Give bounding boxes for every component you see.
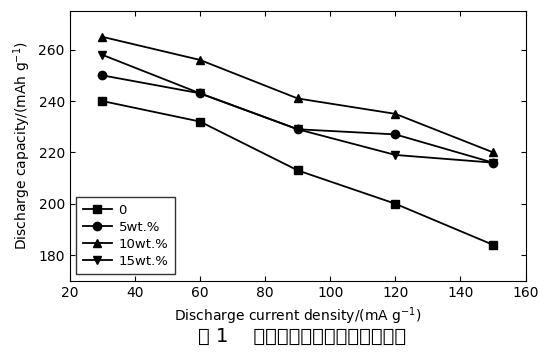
5wt.% [392,132,399,136]
10wt.% [294,96,301,100]
15wt.% [196,91,203,95]
Line: 15wt.%: 15wt.% [98,51,497,167]
Y-axis label: Discharge capacity/(mAh g$^{-1}$): Discharge capacity/(mAh g$^{-1}$) [11,41,32,251]
5wt.% [490,161,496,165]
0 [490,243,496,247]
Line: 0: 0 [98,97,497,249]
10wt.% [196,58,203,62]
10wt.% [490,150,496,154]
5wt.% [99,73,106,77]
X-axis label: Discharge current density/(mA g$^{-1}$): Discharge current density/(mA g$^{-1}$) [174,305,421,327]
10wt.% [99,35,106,39]
0 [392,202,399,206]
5wt.% [196,91,203,95]
15wt.% [392,153,399,157]
15wt.% [294,127,301,131]
Line: 10wt.%: 10wt.% [98,33,497,157]
Line: 5wt.%: 5wt.% [98,71,497,167]
5wt.% [294,127,301,131]
Legend: 0, 5wt.%, 10wt.%, 15wt.%: 0, 5wt.%, 10wt.%, 15wt.% [76,197,175,274]
15wt.% [99,53,106,57]
10wt.% [392,112,399,116]
0 [99,99,106,103]
15wt.% [490,161,496,165]
0 [294,168,301,172]
Text: 图 1    放电电流密度与放电容量关系: 图 1 放电电流密度与放电容量关系 [199,327,406,346]
0 [196,120,203,124]
